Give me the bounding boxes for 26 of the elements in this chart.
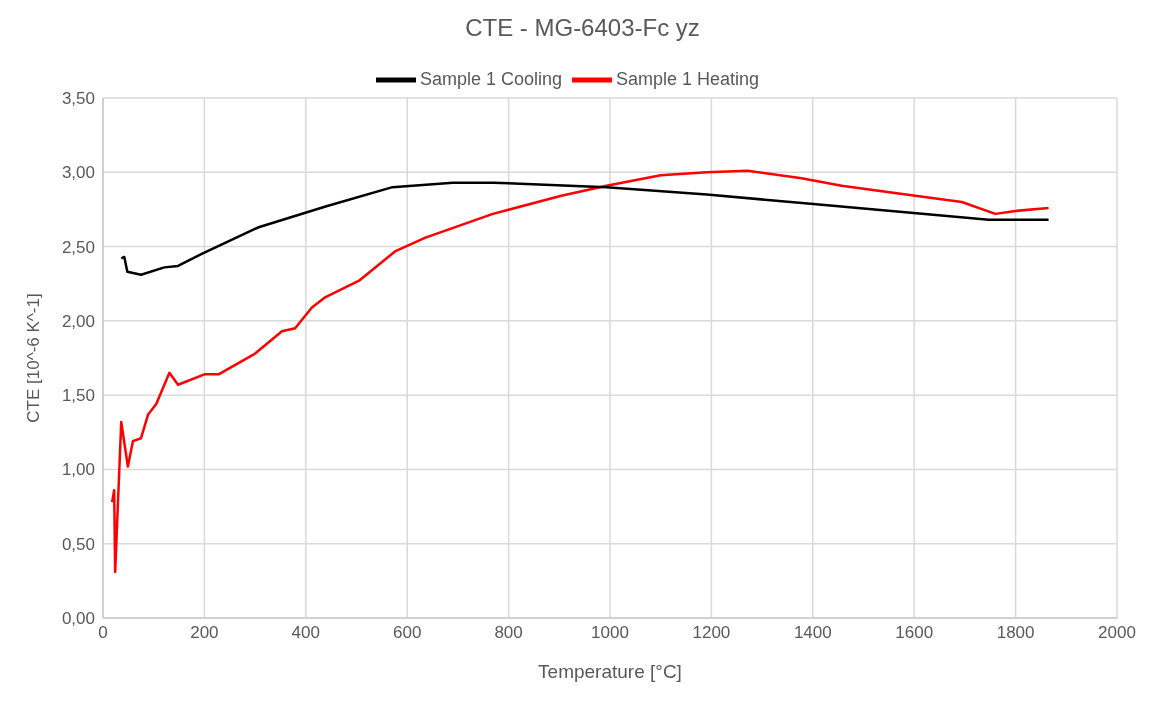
y-tick-label: 3,00 [61, 163, 95, 183]
x-tick-label: 1200 [692, 623, 731, 643]
legend-label: Sample 1 Cooling [419, 68, 562, 89]
x-axis-title: Temperature [°C] [538, 661, 682, 682]
y-tick-label: 2,50 [61, 237, 95, 257]
x-tick-label: 1000 [591, 623, 629, 643]
x-tick-label: 400 [291, 623, 320, 643]
x-tick-label: 1800 [996, 623, 1035, 643]
y-axis-title: CTE [10^-6 K^-1] [24, 293, 44, 423]
x-tick-label: 600 [393, 623, 422, 643]
chart-title: CTE - MG-6403-Fc yz [464, 13, 701, 43]
y-tick-label: 1,00 [61, 460, 95, 480]
y-tick-label: 3,50 [61, 89, 95, 109]
x-tick-label: 200 [190, 623, 219, 643]
y-tick-label: 0,00 [61, 609, 95, 629]
x-tick-label: 1400 [793, 623, 832, 643]
x-tick-label: 1600 [895, 623, 934, 643]
x-tick-label: 2000 [1098, 623, 1136, 643]
line-series [120, 181, 1050, 277]
y-tick-label: 2,00 [61, 311, 95, 331]
x-tick-label: 800 [494, 623, 523, 643]
line-series [110, 169, 1050, 574]
x-tick-label: 0 [98, 623, 108, 643]
y-tick-label: 0,50 [61, 534, 95, 554]
y-tick-label: 1,50 [61, 386, 95, 406]
legend-label: Sample 1 Heating [616, 68, 760, 89]
